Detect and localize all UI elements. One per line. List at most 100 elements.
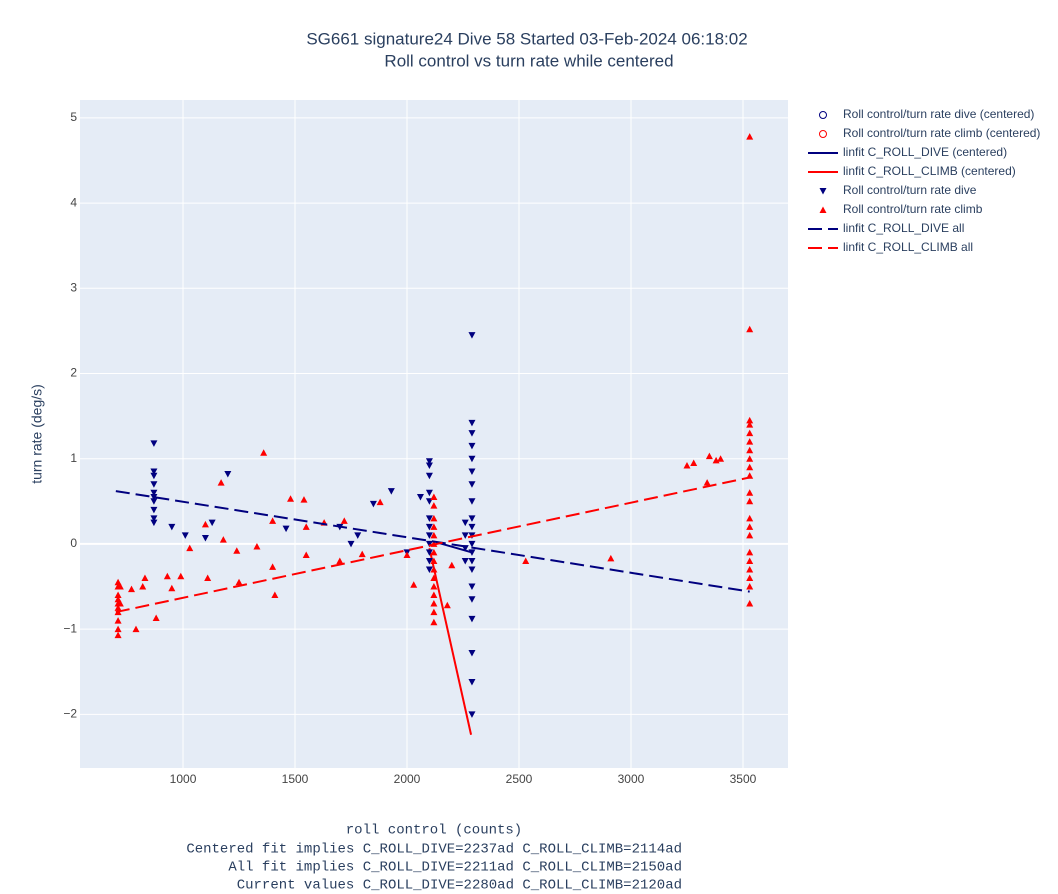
legend-label: linfit C_ROLL_DIVE (centered) [843, 145, 1007, 159]
marker [468, 468, 476, 475]
marker [746, 325, 754, 333]
legend-label: Roll control/turn rate climb [843, 202, 983, 216]
marker [152, 614, 160, 622]
marker [271, 591, 279, 599]
marker [141, 574, 149, 581]
marker [746, 429, 754, 437]
marker [430, 502, 438, 509]
marker [690, 459, 698, 466]
y-tick-label: 4 [70, 195, 77, 209]
marker [607, 554, 615, 562]
marker [336, 557, 344, 564]
marker [114, 595, 122, 603]
marker [746, 531, 754, 539]
marker [468, 455, 476, 463]
marker [150, 494, 158, 501]
marker [746, 497, 754, 505]
marker [425, 532, 433, 539]
marker [425, 566, 433, 573]
marker [347, 540, 355, 548]
marker [468, 442, 476, 450]
marker [219, 536, 227, 543]
marker [468, 649, 476, 657]
marker [746, 548, 754, 556]
marker [746, 446, 754, 454]
marker [217, 479, 225, 486]
marker [260, 449, 268, 456]
marker [186, 544, 194, 552]
marker [468, 481, 476, 488]
marker [369, 500, 377, 508]
marker [208, 519, 216, 527]
marker [376, 498, 384, 506]
marker [163, 572, 171, 580]
marker [746, 583, 754, 590]
marker [468, 583, 476, 591]
marker [233, 547, 241, 554]
legend-label: Roll control/turn rate climb (centered) [843, 126, 1040, 140]
marker [269, 517, 277, 524]
marker [150, 515, 158, 522]
x-axis-label: All fit implies C_ROLL_DIVE=2211ad C_ROL… [228, 860, 682, 876]
marker [114, 604, 122, 611]
legend-symbol [819, 111, 827, 119]
marker [354, 532, 362, 539]
marker [468, 615, 476, 623]
y-tick-label: 2 [70, 366, 77, 380]
marker [410, 581, 418, 588]
legend-symbol [819, 130, 827, 138]
marker [168, 523, 176, 531]
marker [224, 471, 232, 478]
y-tick-label: −1 [63, 621, 77, 635]
marker [746, 523, 754, 530]
marker [425, 472, 433, 480]
marker [403, 551, 411, 558]
marker [746, 133, 754, 140]
marker [461, 557, 469, 565]
marker [201, 534, 209, 542]
legend-symbol [819, 188, 827, 195]
marker [468, 419, 476, 427]
marker [430, 618, 438, 626]
marker [430, 600, 438, 607]
legend-label: linfit C_ROLL_CLIMB (centered) [843, 164, 1016, 178]
y-tick-label: 0 [70, 536, 77, 550]
marker [468, 498, 476, 505]
marker [430, 583, 438, 590]
marker [746, 557, 754, 564]
marker [425, 489, 433, 497]
y-axis-label: turn rate (deg/s) [29, 384, 45, 484]
marker [201, 520, 209, 528]
marker [416, 494, 424, 501]
chart-subtitle: Roll control vs turn rate while centered [384, 51, 673, 70]
marker [705, 452, 713, 460]
fit-line [115, 490, 750, 593]
marker [150, 468, 158, 475]
marker [150, 440, 158, 447]
marker [150, 481, 158, 488]
marker [430, 574, 438, 581]
marker [746, 438, 754, 445]
marker [116, 600, 124, 607]
marker [235, 578, 243, 586]
marker [150, 498, 158, 505]
x-tick-label: 2000 [394, 772, 421, 786]
marker [746, 455, 754, 462]
marker [114, 578, 122, 586]
marker [269, 563, 277, 570]
marker [461, 532, 469, 539]
marker [468, 332, 476, 339]
y-tick-label: 3 [70, 280, 77, 294]
marker [468, 566, 476, 573]
marker [712, 456, 720, 464]
marker [430, 493, 438, 501]
chart-title: SG661 signature24 Dive 58 Started 03-Feb… [306, 29, 747, 48]
fit-line [115, 476, 750, 614]
marker [114, 625, 122, 633]
marker [448, 561, 456, 569]
marker [150, 506, 158, 514]
marker [683, 462, 691, 469]
marker [139, 583, 147, 590]
fit-line [435, 541, 473, 554]
marker [132, 625, 140, 633]
